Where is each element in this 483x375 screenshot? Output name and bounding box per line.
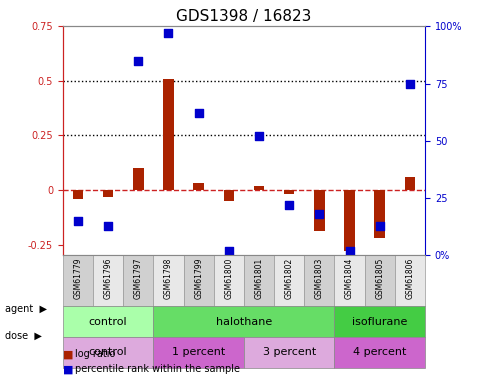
Bar — [254, 186, 264, 190]
Point — [406, 81, 414, 87]
Text: dose  ▶: dose ▶ — [5, 331, 42, 340]
Text: 1 percent: 1 percent — [172, 347, 225, 357]
Point — [285, 202, 293, 208]
Bar — [103, 190, 114, 196]
FancyBboxPatch shape — [244, 255, 274, 306]
Text: GSM61806: GSM61806 — [405, 258, 414, 299]
Text: GSM61801: GSM61801 — [255, 258, 264, 299]
Text: GSM61803: GSM61803 — [315, 258, 324, 299]
Title: GDS1398 / 16823: GDS1398 / 16823 — [176, 9, 312, 24]
Bar — [405, 177, 415, 190]
Text: agent  ▶: agent ▶ — [5, 304, 47, 314]
FancyBboxPatch shape — [395, 255, 425, 306]
Text: percentile rank within the sample: percentile rank within the sample — [75, 364, 240, 374]
FancyBboxPatch shape — [63, 337, 154, 368]
Bar — [224, 190, 234, 201]
Bar — [344, 190, 355, 251]
Point — [195, 110, 202, 116]
Text: GSM61802: GSM61802 — [284, 258, 294, 299]
FancyBboxPatch shape — [334, 255, 365, 306]
Point — [225, 248, 233, 254]
Bar — [72, 190, 83, 199]
FancyBboxPatch shape — [63, 306, 154, 337]
Text: control: control — [89, 347, 128, 357]
Bar — [284, 190, 295, 194]
Text: GSM61799: GSM61799 — [194, 258, 203, 300]
Bar — [374, 190, 385, 238]
Text: GSM61796: GSM61796 — [103, 258, 113, 300]
FancyBboxPatch shape — [123, 255, 154, 306]
Point — [346, 248, 354, 254]
Text: ■: ■ — [63, 364, 73, 374]
Point — [104, 223, 112, 229]
FancyBboxPatch shape — [244, 337, 334, 368]
FancyBboxPatch shape — [213, 255, 244, 306]
Point — [315, 211, 323, 217]
FancyBboxPatch shape — [93, 255, 123, 306]
Text: GSM61800: GSM61800 — [224, 258, 233, 299]
FancyBboxPatch shape — [334, 306, 425, 337]
FancyBboxPatch shape — [63, 255, 93, 306]
FancyBboxPatch shape — [154, 337, 244, 368]
Point — [376, 223, 384, 229]
Text: halothane: halothane — [216, 316, 272, 327]
Bar — [133, 168, 143, 190]
Bar — [314, 190, 325, 231]
Text: log ratio: log ratio — [75, 350, 115, 359]
FancyBboxPatch shape — [334, 337, 425, 368]
Point — [255, 133, 263, 139]
Text: GSM61798: GSM61798 — [164, 258, 173, 299]
Text: ■: ■ — [63, 350, 73, 359]
FancyBboxPatch shape — [304, 255, 334, 306]
Point — [165, 30, 172, 36]
Text: GSM61804: GSM61804 — [345, 258, 354, 299]
Text: 3 percent: 3 percent — [263, 347, 316, 357]
Point — [74, 218, 82, 224]
FancyBboxPatch shape — [154, 255, 184, 306]
Text: GSM61779: GSM61779 — [73, 258, 83, 300]
FancyBboxPatch shape — [154, 306, 334, 337]
Text: GSM61797: GSM61797 — [134, 258, 143, 300]
Text: 4 percent: 4 percent — [353, 347, 407, 357]
Bar — [163, 79, 174, 190]
Bar — [193, 183, 204, 190]
FancyBboxPatch shape — [184, 255, 213, 306]
FancyBboxPatch shape — [365, 255, 395, 306]
Point — [134, 58, 142, 64]
Text: GSM61805: GSM61805 — [375, 258, 384, 299]
Text: isoflurane: isoflurane — [352, 316, 408, 327]
Text: control: control — [89, 316, 128, 327]
FancyBboxPatch shape — [274, 255, 304, 306]
